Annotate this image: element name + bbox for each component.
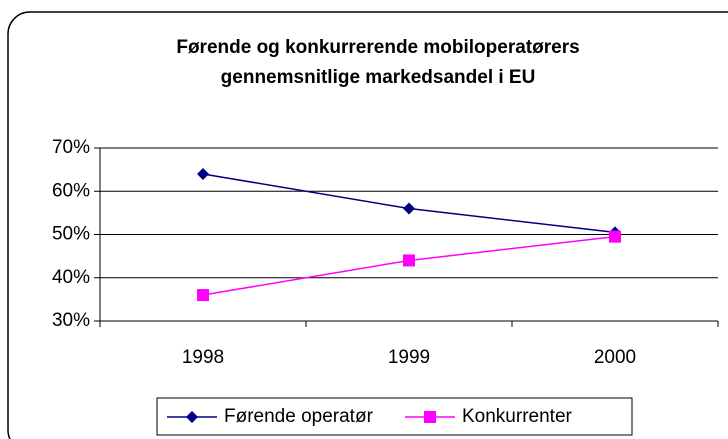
y-tick-label: 60% xyxy=(52,180,90,201)
marker xyxy=(609,230,621,243)
x-tick-label: 1999 xyxy=(388,347,430,368)
y-tick-label: 70% xyxy=(52,137,90,158)
marker xyxy=(197,289,209,302)
y-tick-label: 50% xyxy=(52,224,90,245)
marker xyxy=(186,411,198,423)
chart-title: Førende og konkurrerende mobiloperatører… xyxy=(176,37,579,58)
marker xyxy=(403,202,415,215)
legend-label: Konkurrenter xyxy=(462,406,573,427)
marker xyxy=(197,167,209,180)
x-tick-label: 2000 xyxy=(594,347,636,368)
chart-border xyxy=(7,11,728,439)
marker xyxy=(424,411,436,423)
legend-box xyxy=(156,397,633,436)
chart-title: gennemsnitlige markedsandel i EU xyxy=(221,67,536,88)
y-tick-label: 30% xyxy=(52,310,90,331)
x-tick-label: 1998 xyxy=(182,347,224,368)
y-tick-label: 40% xyxy=(52,267,90,288)
legend-label: Førende operatør xyxy=(224,406,374,427)
marker xyxy=(403,254,415,267)
